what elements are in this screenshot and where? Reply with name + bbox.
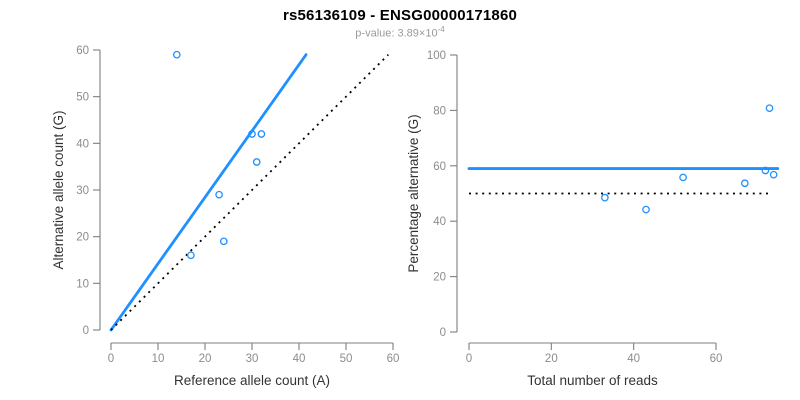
y-tick-label: 60 [433, 161, 446, 173]
data-point [257, 130, 266, 138]
y-tick-label: 10 [76, 278, 89, 290]
x-tick-label: 0 [466, 353, 472, 365]
figure-title: rs56136109 - ENSG00000171860 [282, 7, 518, 24]
y-tick-label: 40 [76, 138, 89, 150]
x-tick-label: 60 [710, 353, 723, 365]
data-point [740, 179, 749, 188]
data-point [769, 170, 778, 179]
x-tick-label: 20 [199, 353, 212, 365]
y-tick-label: 60 [76, 45, 89, 57]
data-point [642, 205, 650, 214]
data-point [252, 158, 261, 166]
y-axis-title: Alternative allele count (G) [51, 110, 66, 269]
x-tick-label: 40 [293, 353, 306, 365]
identity-line [110, 54, 389, 331]
x-tick-label: 0 [108, 353, 114, 365]
y-tick-label: 20 [76, 232, 89, 244]
x-tick-label: 40 [627, 353, 640, 365]
x-tick-label: 30 [246, 353, 259, 365]
y-tick-label: 20 [433, 272, 446, 284]
data-point [172, 50, 181, 59]
x-tick-label: 50 [340, 353, 353, 365]
data-point [601, 193, 609, 202]
pvalue-exponent: -4 [437, 25, 445, 34]
data-point [219, 237, 228, 246]
data-point [765, 104, 774, 113]
x-axis-title: Reference allele count (A) [174, 373, 330, 388]
y-axis-title: Percentage alternative (G) [406, 114, 421, 272]
y-tick-label: 80 [433, 105, 446, 117]
scatter-panel-left: 0 10 20 30 40 50 60 0 10 20 30 40 50 60 Reference alle… [51, 45, 399, 388]
scatter-panel-right: 0 20 40 60 0 20 40 60 80 100 Total number of reads… [406, 50, 780, 388]
data-point [679, 173, 687, 182]
x-tick-label: 10 [152, 353, 165, 365]
y-tick-label: 50 [76, 92, 89, 104]
fit-line [109, 53, 308, 332]
x-axis-title: Total number of reads [527, 373, 658, 388]
pvalue-label: p-value: [355, 27, 395, 40]
data-point [215, 190, 223, 199]
data-point [761, 166, 770, 175]
y-tick-label: 0 [83, 325, 89, 337]
y-tick-label: 100 [427, 50, 446, 62]
y-tick-label: 0 [440, 327, 446, 339]
x-tick-label: 60 [387, 353, 400, 365]
data-point [248, 130, 256, 138]
figure-subtitle: p-value: 3.89×10-4 [0, 25, 800, 40]
x-tick-label: 20 [545, 353, 558, 365]
y-tick-label: 30 [76, 185, 89, 197]
y-tick-label: 40 [433, 216, 446, 228]
pvalue-value: 3.89×10 [397, 27, 438, 40]
data-point [187, 251, 195, 260]
